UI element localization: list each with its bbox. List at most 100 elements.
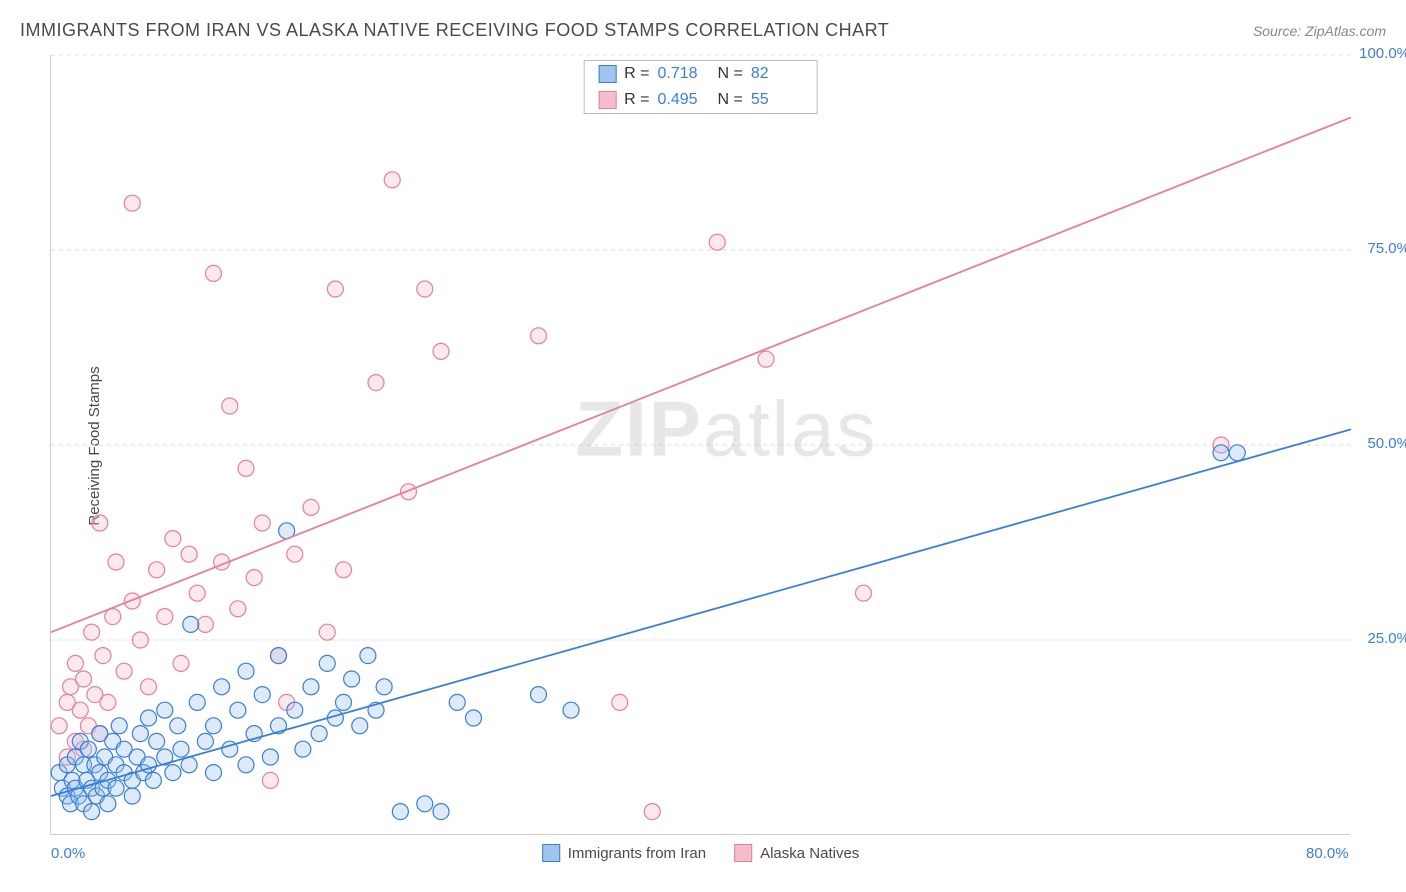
scatter-point-iran (433, 804, 449, 820)
scatter-point-alaska (644, 804, 660, 820)
scatter-point-iran (145, 772, 161, 788)
scatter-point-iran (466, 710, 482, 726)
scatter-point-iran (352, 718, 368, 734)
scatter-point-alaska (262, 772, 278, 788)
scatter-point-iran (531, 687, 547, 703)
scatter-point-alaska (108, 554, 124, 570)
scatter-point-alaska (149, 562, 165, 578)
scatter-point-iran (376, 679, 392, 695)
source-attribution: Source: ZipAtlas.com (1253, 23, 1386, 39)
stats-row-iran: R = 0.718 N = 82 (584, 61, 817, 87)
scatter-point-iran (132, 726, 148, 742)
ytick-label: 25.0% (1355, 630, 1406, 647)
ytick-label: 75.0% (1355, 240, 1406, 257)
scatter-point-iran (449, 694, 465, 710)
scatter-point-alaska (238, 460, 254, 476)
scatter-point-alaska (165, 531, 181, 547)
scatter-point-iran (108, 780, 124, 796)
scatter-point-alaska (336, 562, 352, 578)
scatter-point-iran (238, 757, 254, 773)
xtick-label: 0.0% (51, 845, 85, 862)
scatter-point-iran (238, 663, 254, 679)
scatter-point-iran (189, 694, 205, 710)
chart-header: IMMIGRANTS FROM IRAN VS ALASKA NATIVE RE… (20, 20, 1386, 41)
scatter-point-iran (319, 655, 335, 671)
scatter-point-alaska (230, 601, 246, 617)
scatter-point-iran (303, 679, 319, 695)
scatter-point-alaska (384, 172, 400, 188)
ytick-label: 50.0% (1355, 435, 1406, 452)
scatter-point-alaska (124, 195, 140, 211)
swatch-alaska (598, 91, 616, 109)
scatter-point-alaska (173, 655, 189, 671)
scatter-point-alaska (856, 585, 872, 601)
scatter-point-alaska (327, 281, 343, 297)
scatter-point-iran (173, 741, 189, 757)
scatter-point-iran (183, 616, 199, 632)
swatch-iran (598, 65, 616, 83)
scatter-point-iran (197, 733, 213, 749)
scatter-point-alaska (197, 616, 213, 632)
scatter-point-alaska (303, 499, 319, 515)
trendline-iran (51, 429, 1351, 796)
scatter-point-alaska (84, 624, 100, 640)
scatter-point-iran (287, 702, 303, 718)
scatter-point-alaska (141, 679, 157, 695)
scatter-point-alaska (92, 515, 108, 531)
scatter-point-alaska (709, 234, 725, 250)
scatter-point-iran (563, 702, 579, 718)
swatch-alaska-bottom (734, 844, 752, 862)
swatch-iran-bottom (542, 844, 560, 862)
ytick-label: 100.0% (1355, 45, 1406, 62)
scatter-point-alaska (401, 484, 417, 500)
scatter-point-alaska (51, 718, 67, 734)
trendline-alaska (51, 117, 1351, 632)
scatter-point-alaska (433, 343, 449, 359)
scatter-point-alaska (105, 609, 121, 625)
scatter-point-iran (100, 796, 116, 812)
scatter-point-iran (149, 733, 165, 749)
scatter-point-alaska (95, 648, 111, 664)
scatter-point-alaska (132, 632, 148, 648)
scatter-point-alaska (758, 351, 774, 367)
scatter-point-iran (80, 741, 96, 757)
scatter-point-alaska (189, 585, 205, 601)
plot-area: ZIPatlas R = 0.718 N = 82 R = 0.495 N = … (50, 55, 1350, 835)
scatter-point-iran (124, 788, 140, 804)
scatter-point-iran (336, 694, 352, 710)
scatter-point-iran (417, 796, 433, 812)
scatter-point-alaska (76, 671, 92, 687)
scatter-point-alaska (287, 546, 303, 562)
scatter-point-iran (111, 718, 127, 734)
xtick-label: 80.0% (1306, 845, 1349, 862)
scatter-point-iran (1229, 445, 1245, 461)
legend-item-iran: Immigrants from Iran (542, 844, 706, 862)
scatter-point-iran (344, 671, 360, 687)
scatter-point-alaska (612, 694, 628, 710)
scatter-point-iran (206, 718, 222, 734)
scatter-point-alaska (417, 281, 433, 297)
bottom-legend: Immigrants from Iran Alaska Natives (542, 844, 860, 862)
scatter-point-iran (84, 804, 100, 820)
legend-item-alaska: Alaska Natives (734, 844, 859, 862)
scatter-point-alaska (222, 398, 238, 414)
scatter-point-alaska (531, 328, 547, 344)
scatter-point-iran (170, 718, 186, 734)
scatter-point-alaska (124, 593, 140, 609)
scatter-point-iran (262, 749, 278, 765)
scatter-point-iran (254, 687, 270, 703)
scatter-point-iran (206, 765, 222, 781)
scatter-point-iran (311, 726, 327, 742)
scatter-point-alaska (72, 702, 88, 718)
scatter-point-alaska (206, 265, 222, 281)
scatter-svg (51, 55, 1350, 834)
scatter-point-alaska (254, 515, 270, 531)
stats-row-alaska: R = 0.495 N = 55 (584, 87, 817, 113)
scatter-point-alaska (67, 655, 83, 671)
scatter-point-iran (230, 702, 246, 718)
scatter-point-alaska (181, 546, 197, 562)
stats-legend: R = 0.718 N = 82 R = 0.495 N = 55 (583, 60, 818, 114)
scatter-point-alaska (319, 624, 335, 640)
scatter-point-iran (271, 648, 287, 664)
scatter-point-iran (1213, 445, 1229, 461)
